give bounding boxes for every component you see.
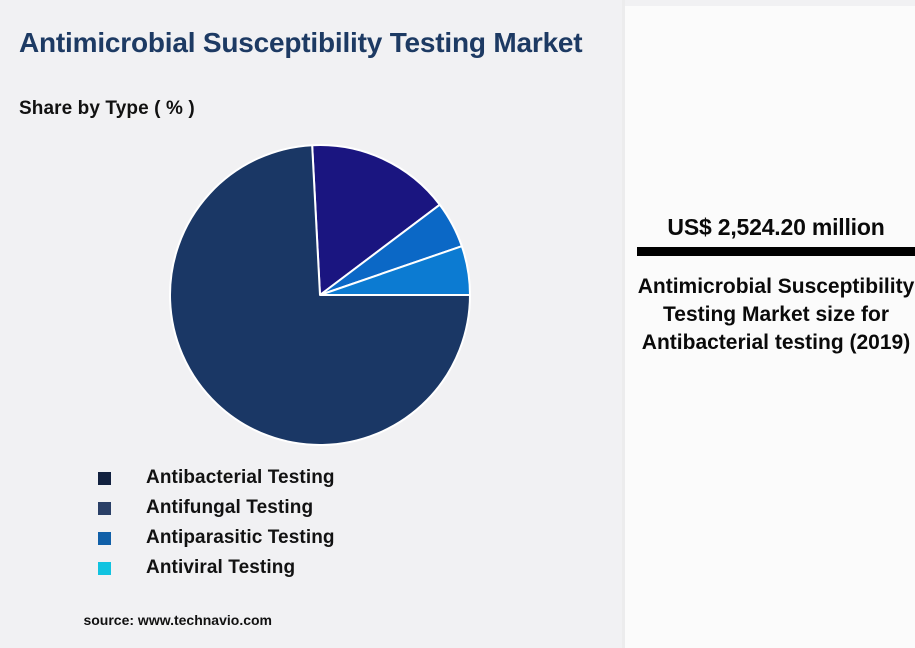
source-note: source: www.technavio.com [83,612,272,628]
legend-swatch-icon [98,501,111,515]
legend-swatch-icon [98,531,111,545]
callout-description: Antimicrobial Susceptibility Testing Mar… [637,274,915,354]
legend-item-antifungal: Antifungal Testing [98,493,518,523]
panel-divider [622,0,625,648]
legend-label: Antiparasitic Testing [146,527,335,548]
legend-swatch-icon [98,561,111,575]
legend-label: Antibacterial Testing [146,467,335,488]
legend-item-antibacterial: Antibacterial Testing [98,463,518,493]
callout-block: US$ 2,524.20 million Antimicrobial Susce… [637,213,915,357]
callout-rule [637,246,915,256]
legend-label: Antifungal Testing [146,497,314,518]
pie-chart-svg [169,144,471,446]
chart-subtitle: Share by Type ( % ) [19,98,195,119]
callout-value: US$ 2,524.20 million [667,214,885,240]
callout-panel [622,0,915,648]
legend-swatch-icon [98,471,111,485]
pie-slice [169,144,471,446]
pie-chart [168,143,472,447]
legend-item-antiviral: Antiviral Testing [98,553,518,583]
panel-top-edge [625,0,915,6]
chart-panel: Antimicrobial Susceptibility Testing Mar… [19,27,583,583]
chart-legend: Antibacterial Testing Antifungal Testing… [98,463,518,583]
pie-slice [311,144,441,296]
legend-label: Antiviral Testing [146,557,296,578]
legend-item-antiparasitic: Antiparasitic Testing [98,523,518,553]
page-title: Antimicrobial Susceptibility Testing Mar… [19,27,583,58]
pie-slice-group [169,144,471,446]
